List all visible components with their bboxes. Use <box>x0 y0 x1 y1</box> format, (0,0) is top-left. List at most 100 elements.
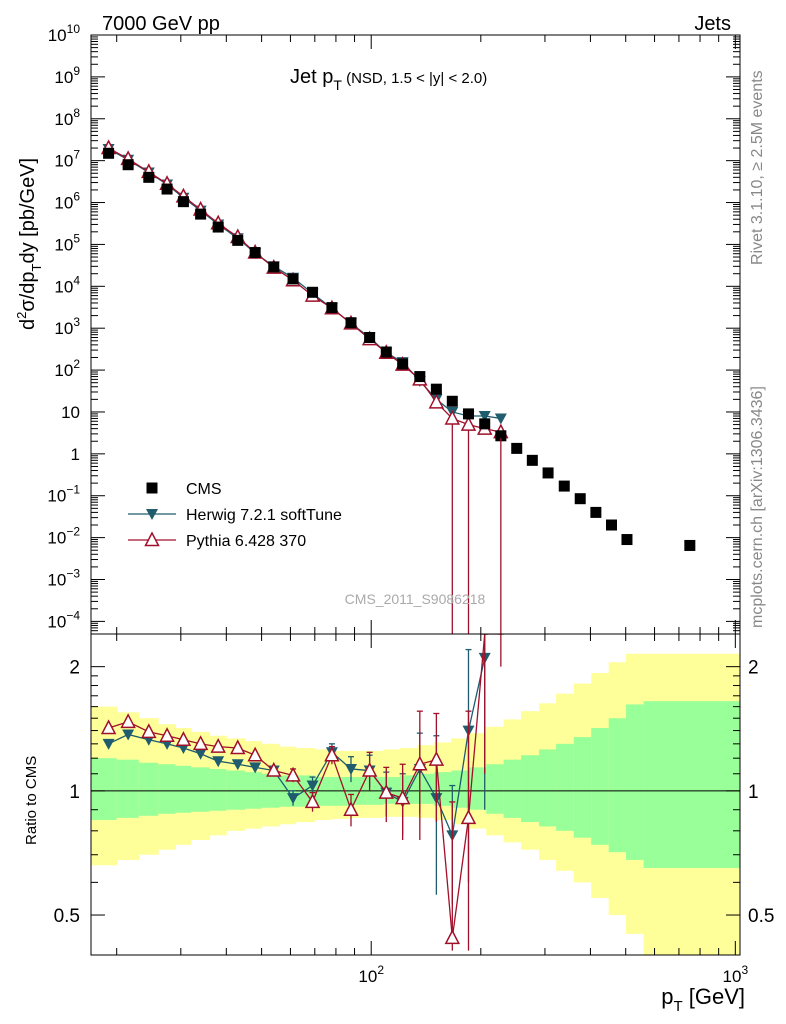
ratio-data-point <box>460 809 477 825</box>
green-band-bin <box>158 764 176 814</box>
green-band-bin <box>116 759 140 818</box>
ratio-plot-panel: 0.5 0.5 1 1 2 2 102 103 Ratio to CMS pT [GeV] <box>23 633 775 1015</box>
ratio-y-tick-label-right: 0.5 <box>748 906 774 927</box>
data-point <box>307 286 319 298</box>
x-tick-label: 103 <box>723 963 749 986</box>
ratio-series-line <box>108 657 486 838</box>
data-point <box>495 430 507 442</box>
ratio-y-tick-label-right: 2 <box>748 658 759 679</box>
data-point <box>287 273 299 285</box>
ratio-series-pythia-6-428-370 <box>100 634 504 951</box>
ratio-data-point <box>306 780 319 792</box>
main-y-tick-label: 10−3 <box>47 567 80 590</box>
data-point <box>364 331 376 343</box>
ratio-y-tick-label: 1 <box>69 782 80 803</box>
green-band-bin <box>191 767 211 812</box>
ratio-data-point <box>266 761 282 777</box>
x-axis-label: pT [GeV] <box>661 984 745 1015</box>
legend-marker <box>146 509 158 520</box>
green-band-bin <box>209 768 227 811</box>
main-x-ticks <box>116 35 736 634</box>
main-y-tick-label: 104 <box>54 273 80 296</box>
legend-marker <box>146 482 158 494</box>
ratio-data-point <box>141 723 157 739</box>
main-series-layer <box>100 139 696 634</box>
legend-entry-label: CMS <box>186 481 222 498</box>
green-band-bin <box>138 762 159 816</box>
main-y-tick-label: 108 <box>54 106 80 129</box>
data-point <box>460 415 477 431</box>
green-band-bin <box>539 749 557 827</box>
green-band-bin <box>417 773 435 804</box>
ratio-data-point <box>378 784 395 799</box>
ratio-y-tick-label: 0.5 <box>54 906 80 927</box>
green-band-bin <box>468 767 487 810</box>
green-band-bin <box>451 770 469 808</box>
data-point <box>428 393 445 409</box>
green-band-bin <box>175 765 192 813</box>
main-y-tick-label: 10−4 <box>47 608 80 631</box>
ratio-data-point <box>122 729 135 741</box>
data-point <box>249 247 261 259</box>
ratio-data-point <box>175 731 192 747</box>
main-watermark: CMS_2011_S9086218 <box>345 591 486 607</box>
main-y-tick-label: 102 <box>54 357 80 380</box>
green-band-bin <box>486 764 505 814</box>
ratio-data-point <box>444 929 461 945</box>
ratio-uncertainty-bands <box>91 653 741 955</box>
ratio-data-point <box>192 735 209 751</box>
data-point <box>526 454 538 466</box>
ratio-data-point <box>212 756 225 768</box>
data-point <box>621 534 633 546</box>
data-point <box>143 171 155 183</box>
ratio-data-point <box>210 737 226 753</box>
green-band-bin <box>643 701 741 869</box>
data-point <box>558 480 570 492</box>
data-point <box>103 147 115 159</box>
green-band-bin <box>608 718 627 853</box>
data-point <box>684 539 696 551</box>
ratio-y-tick-label-right: 1 <box>748 782 759 803</box>
ratio-data-point <box>304 793 321 809</box>
data-point <box>268 261 280 273</box>
ratio-data-point <box>159 727 175 743</box>
main-y-tick-label: 10−2 <box>47 525 80 548</box>
ratio-data-point <box>324 746 340 762</box>
green-band-bin <box>626 704 645 860</box>
main-y-tick-label: 106 <box>54 190 80 213</box>
main-y-tick-label: 103 <box>54 315 80 338</box>
ratio-data-point <box>231 759 244 771</box>
header-energy-label: 7000 GeV pp <box>102 13 220 35</box>
ratio-x-axis: 102 103 <box>116 634 749 986</box>
side-mcplots-label: mcplots.cern.ch [arXiv:1306.3436] <box>749 386 766 628</box>
ratio-data-point <box>247 746 263 762</box>
green-band-bin <box>503 759 522 818</box>
green-band-bin <box>331 777 350 806</box>
data-point <box>177 196 189 208</box>
data-point <box>326 302 338 314</box>
side-rivet-label: Rivet 3.1.10, ≥ 2.5M events <box>749 70 766 265</box>
ratio-data-point <box>428 751 445 766</box>
legend-marker <box>144 531 160 547</box>
ratio-y-axis-label: Ratio to CMS <box>23 756 40 845</box>
green-band-bin <box>573 737 592 838</box>
main-plot-title: Jet pT (NSD, 1.5 < |y| < 2.0) <box>290 66 487 93</box>
data-point <box>345 317 357 329</box>
green-band-bin <box>226 770 246 810</box>
ratio-data-point <box>100 719 117 735</box>
data-point <box>414 371 426 383</box>
data-point <box>511 442 523 454</box>
ratio-y-axis: 0.5 0.5 1 1 2 2 <box>54 658 775 927</box>
ratio-data-point <box>120 713 136 729</box>
data-point <box>122 159 134 171</box>
header-jets-label: Jets <box>694 13 731 35</box>
main-y-axis: 10−4 10−3 10−2 10−1 1 10 102 103 104 105 106 107 108… <box>47 22 740 631</box>
ratio-data-point <box>361 761 378 777</box>
ratio-data-point <box>343 801 359 816</box>
ratio-series-layer <box>100 634 504 951</box>
data-point <box>212 221 224 233</box>
main-plot-panel: 10−4 10−3 10−2 10−1 1 10 102 103 104 105 106 107 108… <box>14 22 741 635</box>
legend-entry-label: Herwig 7.2.1 softTune <box>186 507 342 524</box>
data-point <box>380 346 392 358</box>
series-cms <box>103 147 696 551</box>
